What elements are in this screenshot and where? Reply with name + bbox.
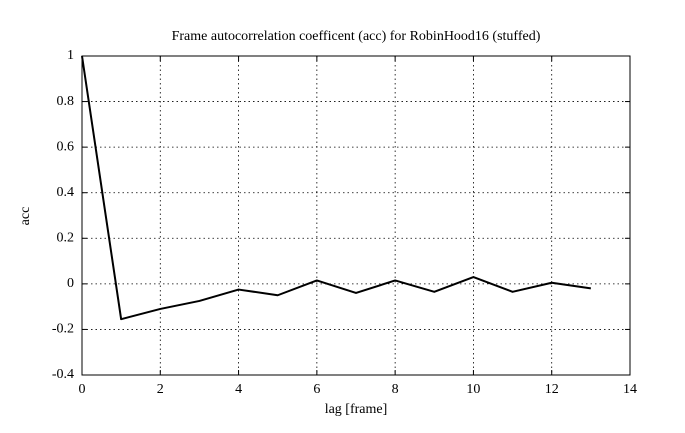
x-axis-label: lag [frame] bbox=[325, 402, 388, 417]
y-tick-label: 0.8 bbox=[57, 94, 75, 109]
data-line bbox=[81, 55, 592, 321]
y-tick-label: 1 bbox=[67, 48, 74, 63]
x-tick-label: 10 bbox=[466, 382, 480, 397]
y-tick-label: -0.4 bbox=[52, 367, 74, 382]
x-tick-label: 8 bbox=[392, 382, 399, 397]
chart-title: Frame autocorrelation coefficent (acc) f… bbox=[172, 29, 541, 44]
y-tick-label: -0.2 bbox=[52, 322, 74, 337]
x-tick-label: 12 bbox=[545, 382, 559, 397]
y-tick-label: 0.6 bbox=[57, 139, 75, 154]
y-axis-label: acc bbox=[18, 207, 33, 226]
x-tick-label: 2 bbox=[157, 382, 164, 397]
y-tick-label: 0.4 bbox=[57, 185, 75, 200]
plot-frame bbox=[81, 55, 631, 376]
x-tick-label: 6 bbox=[313, 382, 320, 397]
y-tick-label: 0 bbox=[67, 276, 74, 291]
y-tick-label: 0.2 bbox=[57, 231, 75, 246]
x-tick-label: 14 bbox=[623, 382, 637, 397]
x-tick-label: 4 bbox=[235, 382, 242, 397]
x-tick-label: 0 bbox=[79, 382, 86, 397]
